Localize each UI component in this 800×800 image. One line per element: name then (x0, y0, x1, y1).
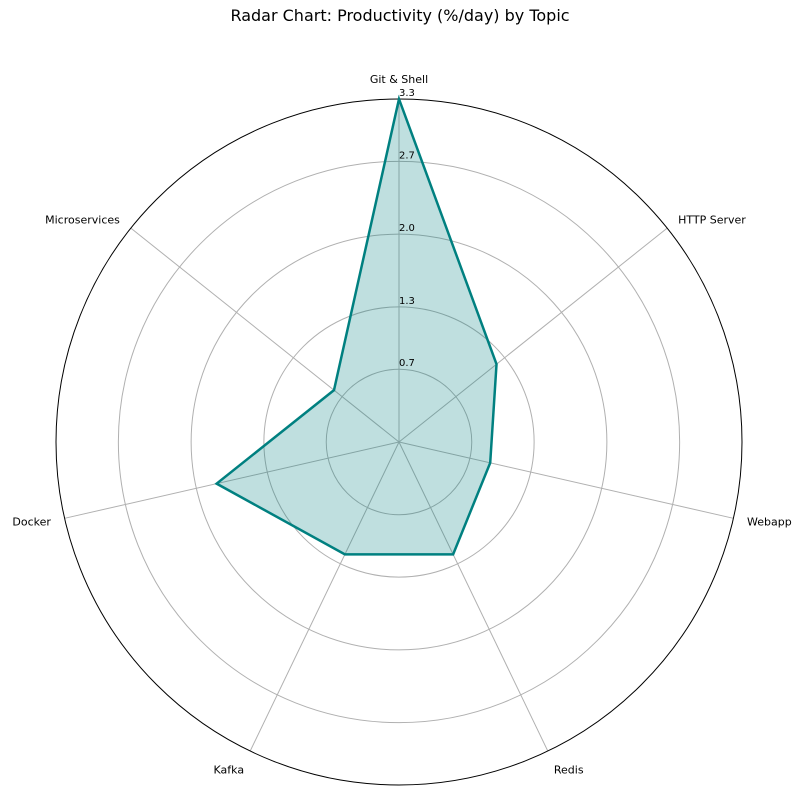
category-label: Microservices (45, 213, 120, 226)
radial-tick-label: 2.7 (399, 150, 415, 161)
spoke-line (398, 227, 668, 443)
series-line (214, 94, 498, 556)
radial-tick-label: 3.3 (399, 88, 415, 99)
category-label: Kafka (214, 764, 245, 777)
spoke-line (130, 227, 400, 443)
category-label: Docker (12, 515, 51, 528)
radial-tick-label: 1.3 (399, 296, 415, 307)
data-layer (214, 94, 498, 556)
spoke-line (398, 441, 734, 519)
spoke-line (249, 441, 400, 752)
label-layer: 0.7 1.3 2.0 2.7 3.3 Git & Shell HTTP Server Web… (12, 73, 791, 777)
category-label: HTTP Server (678, 213, 746, 226)
spoke-line (398, 441, 549, 752)
radial-tick-label: 0.7 (399, 358, 415, 369)
series-area (216, 99, 497, 555)
chart-title: Radar Chart: Productivity (%/day) by Top… (230, 6, 570, 25)
spoke-line (64, 441, 400, 519)
radial-tick-label: 2.0 (399, 223, 415, 234)
category-label: Redis (554, 764, 584, 777)
category-label: Webapp (747, 515, 792, 528)
category-label: Git & Shell (370, 73, 428, 86)
